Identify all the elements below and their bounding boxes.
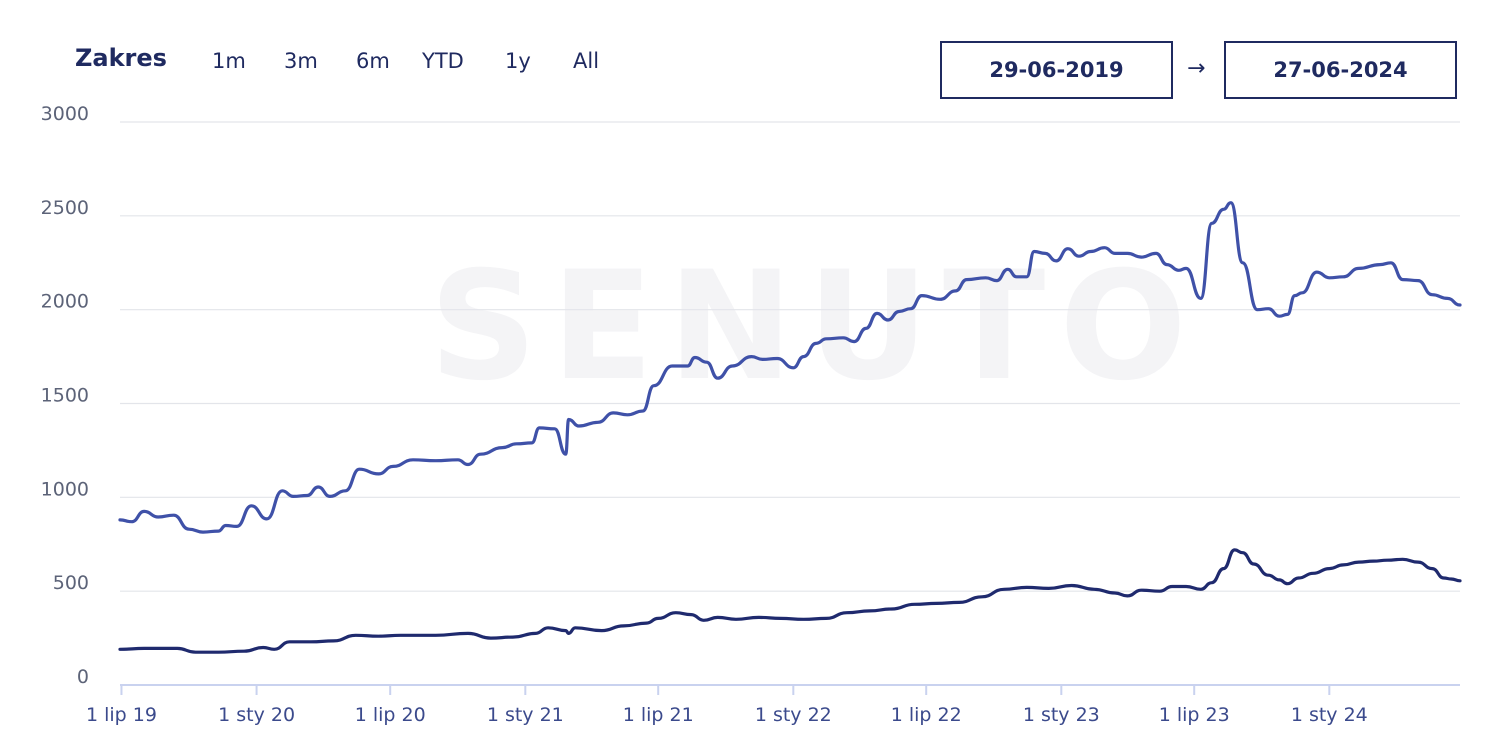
y-tick-label: 1500 (41, 385, 89, 407)
grid-lines (120, 121, 1460, 592)
range-button-1m[interactable]: 1m (212, 49, 246, 73)
x-axis: 1 lip 19 1 sty 20 1 lip 20 1 sty 21 1 lip 21… (86, 684, 1460, 726)
y-tick-label: 2000 (41, 291, 89, 313)
x-tick-label: 1 sty 22 (755, 704, 832, 726)
x-tick-label: 1 sty 20 (218, 704, 295, 726)
y-axis: 0 500 1000 1500 2000 2500 3000 (41, 103, 89, 688)
x-tick-label: 1 lip 23 (1159, 704, 1230, 726)
range-button-1y[interactable]: 1y (505, 49, 531, 73)
x-tick-label: 1 lip 21 (623, 704, 694, 726)
y-tick-label: 2500 (41, 197, 89, 219)
date-range-arrow: → (1187, 56, 1206, 81)
x-tick-label: 1 lip 22 (891, 704, 962, 726)
x-tick-label: 1 sty 24 (1291, 704, 1368, 726)
watermark: SENUTO (429, 240, 1201, 414)
range-button-3m[interactable]: 3m (284, 49, 318, 73)
series-line-upper (118, 201, 1462, 534)
x-tick-label: 1 sty 23 (1023, 704, 1100, 726)
range-button-6m[interactable]: 6m (356, 49, 390, 73)
range-button-ytd[interactable]: YTD (422, 49, 464, 73)
range-toolbar: Zakres 1m 3m 6m YTD 1y All → (0, 0, 1500, 110)
range-label: Zakres (75, 44, 167, 72)
y-tick-label: 1000 (41, 478, 89, 500)
series-line-lower (118, 548, 1462, 654)
y-tick-label: 500 (53, 572, 89, 594)
date-to-input[interactable] (1224, 41, 1457, 99)
x-tick-label: 1 sty 21 (487, 704, 564, 726)
y-tick-label: 3000 (41, 103, 89, 125)
x-tick-label: 1 lip 19 (86, 704, 157, 726)
date-from-input[interactable] (940, 41, 1173, 99)
range-button-all[interactable]: All (573, 49, 600, 73)
series-group (118, 201, 1462, 654)
y-tick-label: 0 (77, 666, 89, 688)
x-tick-label: 1 lip 20 (355, 704, 426, 726)
